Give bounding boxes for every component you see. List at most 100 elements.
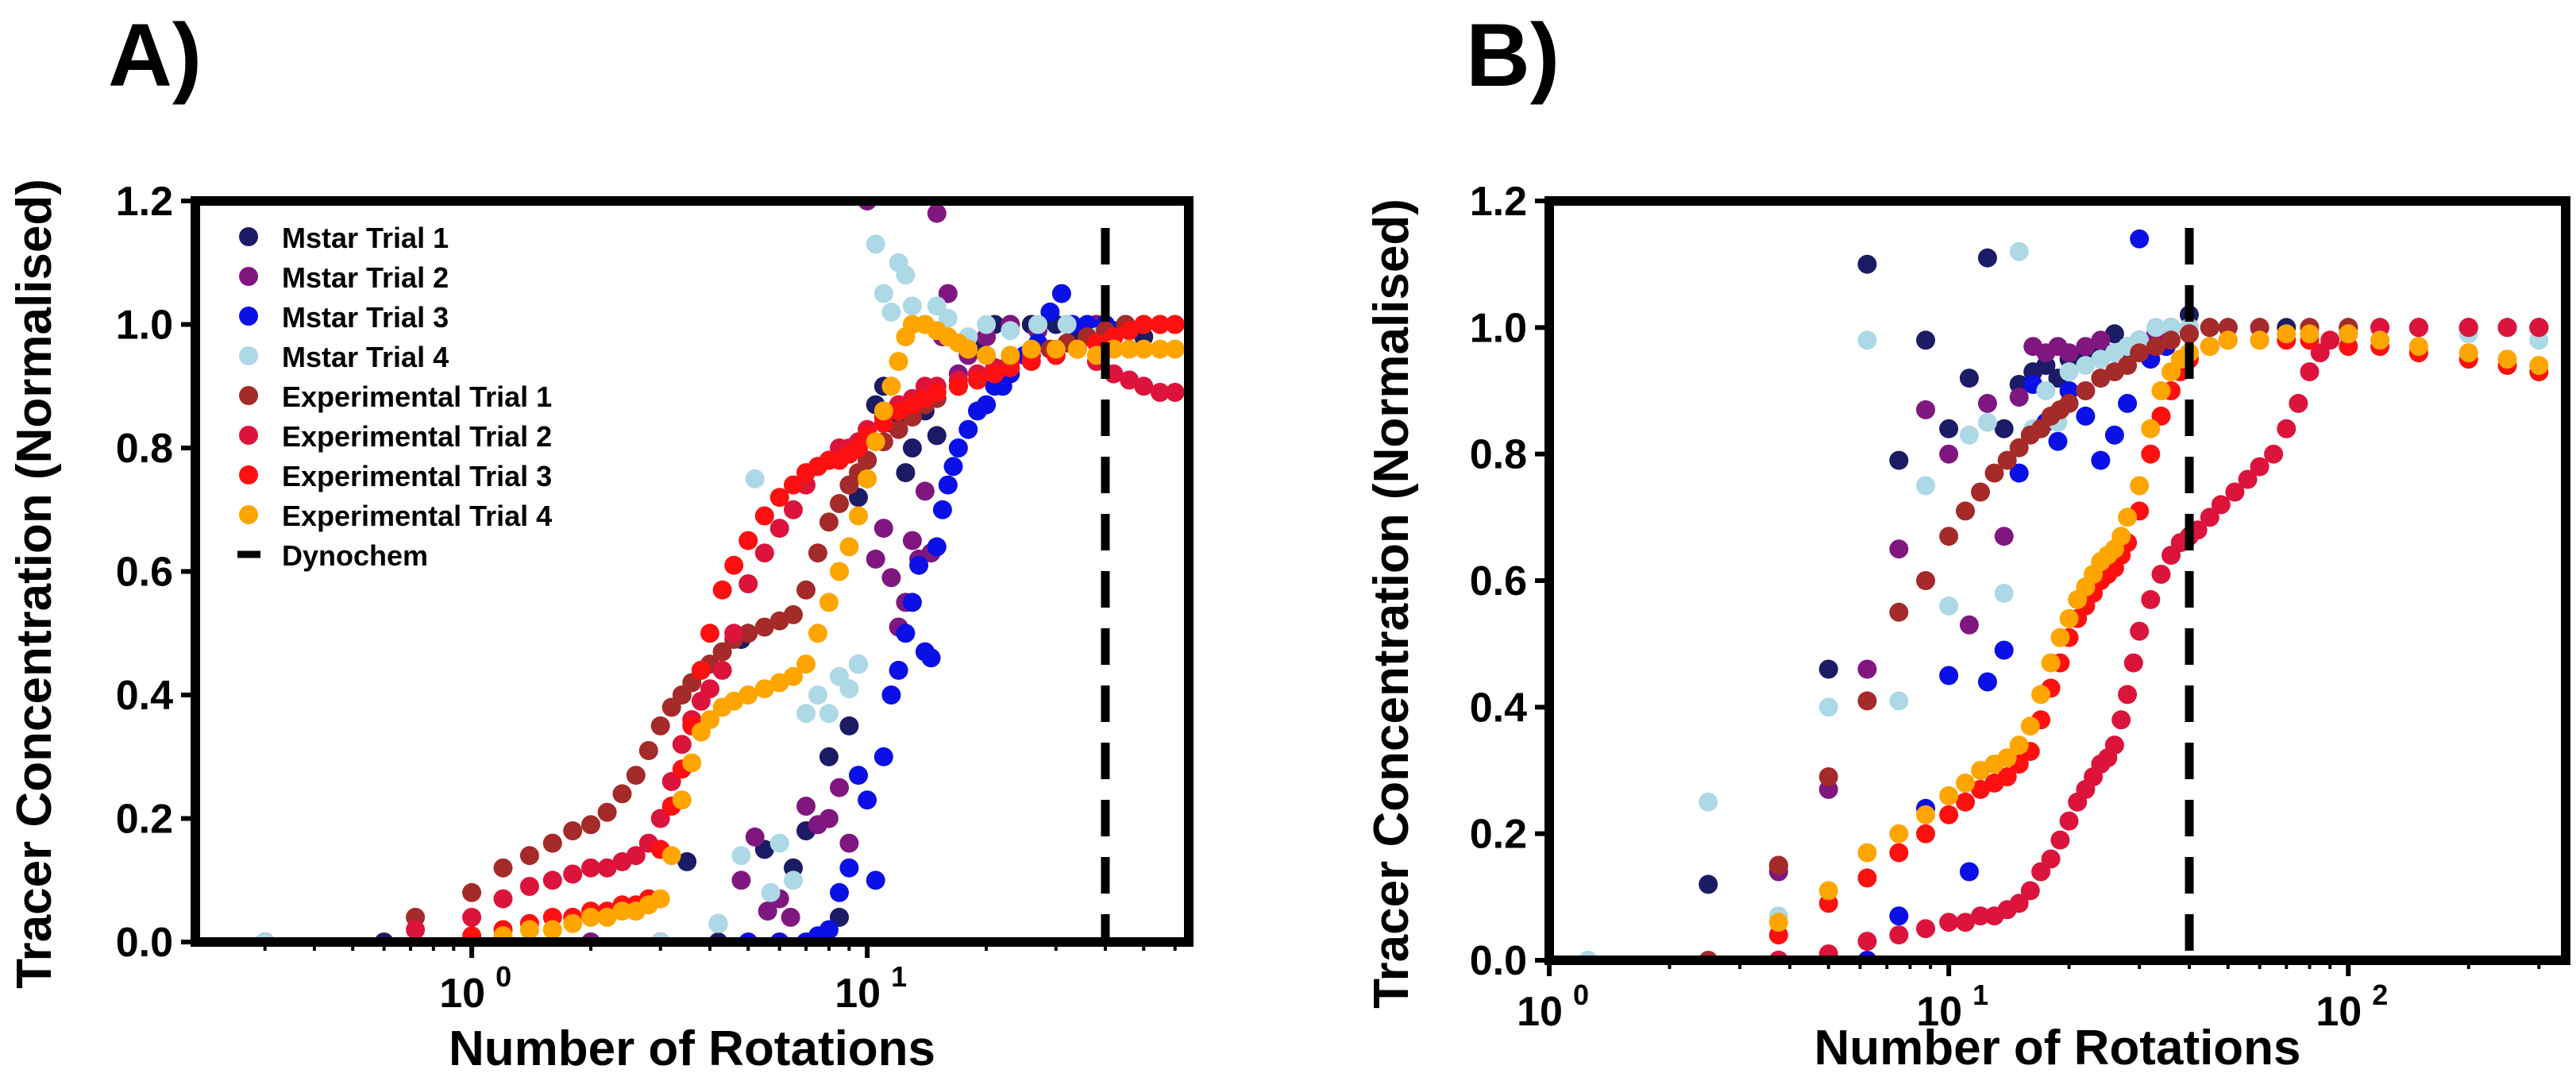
data-point (1857, 254, 1877, 274)
x-tick-label: 10 (1517, 989, 1563, 1035)
data-point (1134, 376, 1154, 396)
data-point (758, 901, 777, 921)
data-point (406, 920, 426, 940)
legend-label: Experimental Trial 4 (282, 500, 552, 532)
data-point (849, 506, 868, 526)
data-point (1889, 450, 1909, 470)
data-point (896, 463, 916, 483)
data-point (677, 851, 697, 871)
data-point (839, 679, 859, 699)
data-point (672, 735, 692, 755)
data-point (866, 549, 885, 569)
data-point (626, 766, 646, 786)
y-tick-label: 1.2 (116, 179, 173, 225)
y-tick-label: 0.8 (1470, 432, 1527, 478)
data-point (902, 438, 922, 457)
legend-label: Experimental Trial 3 (282, 460, 552, 492)
data-point (1889, 843, 1909, 863)
data-point (2076, 337, 2096, 357)
data-point (493, 889, 513, 909)
x-tick-label: 10 (439, 971, 485, 1017)
data-point (626, 846, 646, 866)
data-point (1916, 330, 1935, 350)
data-point (1939, 419, 1959, 438)
data-point (2497, 349, 2517, 369)
data-point (977, 395, 997, 415)
data-point (902, 531, 922, 550)
data-point (2180, 324, 2199, 344)
legend-label: Experimental Trial 1 (282, 380, 552, 413)
data-point (1768, 913, 1788, 932)
data-point (731, 846, 751, 866)
data-point (902, 593, 922, 612)
data-point (2118, 393, 2138, 413)
legend-item: Mstar Trial 1 (239, 222, 449, 254)
data-point (1150, 339, 1170, 359)
data-point (1021, 339, 1041, 359)
data-point (2118, 356, 2138, 376)
data-point (542, 920, 562, 940)
legend-item: Mstar Trial 3 (239, 301, 449, 334)
data-point (784, 475, 803, 495)
data-point (462, 907, 482, 927)
y-tick-label: 1.2 (1470, 179, 1527, 225)
x-tick-exponent: 0 (496, 960, 511, 993)
y-tick-label: 0.0 (116, 920, 173, 966)
data-point (1165, 315, 1185, 334)
data-point (1939, 596, 1959, 616)
data-point (1971, 906, 1990, 926)
data-point (1997, 748, 2017, 768)
data-point (2091, 330, 2111, 350)
data-point (1889, 906, 1909, 926)
data-point (1939, 786, 1959, 805)
legend-item: Experimental Trial 4 (239, 500, 552, 532)
legend-label: Mstar Trial 3 (282, 301, 449, 334)
data-point (1916, 824, 1935, 844)
data-point (1994, 583, 2014, 603)
panel-label: A) (108, 6, 202, 105)
data-point (839, 858, 859, 878)
data-point (1857, 659, 1877, 679)
data-point (858, 469, 877, 488)
data-point (830, 882, 849, 902)
data-point (2130, 229, 2150, 249)
legend-item: Mstar Trial 2 (239, 261, 449, 294)
data-point (1889, 824, 1909, 844)
data-point (2020, 716, 2040, 736)
data-point (927, 426, 947, 446)
data-point (1916, 919, 1935, 939)
data-point (2277, 324, 2296, 344)
data-point (2408, 337, 2428, 357)
data-point (881, 376, 901, 396)
data-point (597, 858, 617, 878)
data-point (2146, 318, 2165, 338)
data-point (1150, 383, 1170, 402)
data-point (2111, 527, 2131, 546)
data-point (2118, 508, 2138, 527)
data-point (819, 920, 839, 940)
legend-marker (239, 307, 258, 326)
data-point (2123, 653, 2143, 673)
data-point (2009, 241, 2029, 261)
x-tick-label: 10 (2316, 989, 2362, 1035)
y-axis-title: Tracer Concentration (Normalised) (7, 179, 62, 989)
y-axis-title: Tracer Concentration (Normalised) (1364, 199, 1419, 1009)
data-point (2320, 330, 2340, 350)
data-point (597, 802, 617, 822)
data-point (2009, 463, 2029, 483)
data-point (2200, 337, 2219, 357)
data-point (873, 401, 893, 421)
data-point (462, 882, 482, 902)
data-point (650, 889, 670, 909)
data-point (2289, 393, 2308, 413)
data-point (958, 339, 978, 359)
data-point (1977, 412, 1997, 432)
data-point (708, 913, 728, 933)
data-point (1916, 476, 1935, 496)
data-point (839, 716, 859, 735)
data-point (819, 747, 839, 766)
data-point (1997, 450, 2017, 470)
data-point (1889, 539, 1909, 559)
data-point (1165, 383, 1185, 402)
data-point (819, 512, 839, 532)
